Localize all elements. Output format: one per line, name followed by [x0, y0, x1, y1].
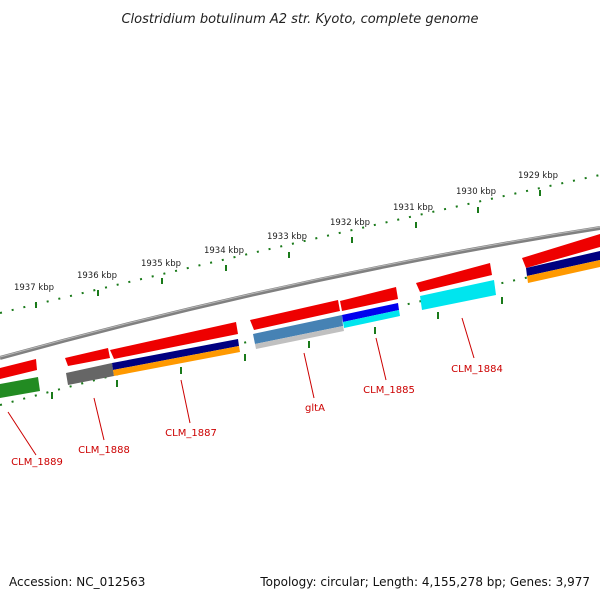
inner-scale-ticks	[51, 297, 503, 399]
feature-block-orange	[527, 260, 600, 283]
gene-arrow	[65, 348, 110, 366]
map-title: Clostridium botulinum A2 str. Kyoto, com…	[121, 12, 478, 27]
feature-block-gray	[66, 363, 114, 385]
feature-block-blue	[342, 303, 399, 322]
feature-block-navy	[526, 251, 600, 276]
scale-ring	[0, 174, 600, 314]
gene-arrow	[522, 234, 600, 268]
feature-block-light	[255, 326, 344, 349]
tick-label: 1934 kbp	[204, 246, 244, 256]
gene-labels: CLM_1889 CLM_1888 CLM_1887 gltA CLM_1885…	[11, 364, 503, 468]
tick-label: 1935 kbp	[141, 259, 181, 269]
gene-label: CLM_1888	[78, 445, 130, 456]
accession-text: Accession: NC_012563	[9, 575, 145, 589]
gene-label: gltA	[305, 403, 325, 414]
gene-arrow	[416, 263, 492, 292]
label-leaders	[7, 317, 475, 456]
topology-text: Topology: circular; Length: 4,155,278 bp…	[259, 575, 590, 589]
tick-label: 1931 kbp	[393, 203, 433, 213]
gene-arrows-forward	[0, 234, 600, 379]
gene-label: CLM_1885	[363, 385, 415, 396]
feature-blocks	[0, 251, 600, 398]
gene-arrow	[250, 300, 340, 330]
genome-backbone-highlight	[0, 226, 600, 358]
gene-label: CLM_1887	[165, 428, 217, 439]
scale-major-ticks	[35, 190, 541, 308]
feature-block-steel	[253, 315, 343, 344]
tick-label: 1930 kbp	[456, 187, 496, 197]
gene-label: CLM_1889	[11, 457, 63, 468]
gene-label: CLM_1884	[451, 364, 503, 375]
tick-label: 1937 kbp	[14, 283, 54, 293]
feature-block-cyan	[343, 310, 400, 328]
tick-label: 1936 kbp	[77, 271, 117, 281]
genome-backbone	[0, 226, 600, 360]
gene-arrow	[0, 359, 37, 379]
tick-label: 1929 kbp	[518, 171, 558, 181]
tick-label: 1932 kbp	[330, 218, 370, 228]
feature-block-navy	[112, 339, 239, 370]
scale-tick-labels: 1937 kbp 1936 kbp 1935 kbp 1934 kbp 1933…	[14, 171, 558, 293]
feature-block-cyan	[420, 280, 496, 310]
tick-label: 1933 kbp	[267, 232, 307, 242]
feature-block-orange	[113, 346, 240, 376]
gene-arrow	[110, 322, 238, 359]
gene-arrow	[340, 287, 398, 311]
feature-block-green	[0, 377, 40, 398]
